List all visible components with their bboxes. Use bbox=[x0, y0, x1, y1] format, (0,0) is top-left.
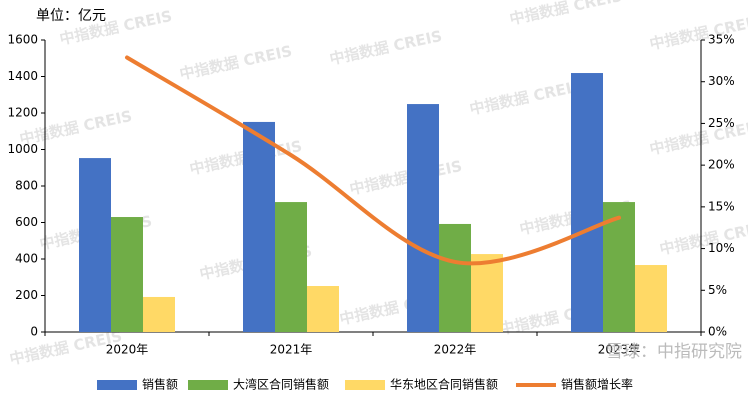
x-tick-label: 2022年 bbox=[434, 343, 477, 357]
legend-label: 大湾区合同销售额 bbox=[233, 377, 329, 392]
watermark: 中指数据 CREIS bbox=[508, 0, 624, 28]
y2-tick-label: 20% bbox=[708, 158, 735, 172]
legend-swatch bbox=[188, 380, 228, 390]
bar bbox=[635, 265, 667, 332]
watermark: 中指数据 CREIS bbox=[348, 157, 464, 198]
legend-swatch bbox=[97, 380, 137, 390]
bar bbox=[439, 223, 471, 332]
y-tick-label: 1600 bbox=[7, 33, 38, 47]
y2-tick-label: 5% bbox=[708, 283, 727, 297]
y2-tick-label: 25% bbox=[708, 116, 735, 130]
legend-label: 销售额增长率 bbox=[561, 377, 633, 392]
bar bbox=[79, 158, 111, 332]
line bbox=[125, 55, 621, 266]
y-tick-label: 200 bbox=[15, 288, 38, 302]
legend-swatch bbox=[345, 380, 385, 390]
x-tick-label: 2021年 bbox=[270, 343, 313, 357]
bar bbox=[275, 202, 307, 332]
y2-tick-label: 30% bbox=[708, 74, 735, 88]
y-tick-label: 1400 bbox=[7, 69, 38, 83]
watermark: 中指数据 CREIS bbox=[468, 77, 584, 118]
legend-label: 销售额 bbox=[142, 377, 178, 392]
bar bbox=[571, 73, 603, 332]
credit: 雪球：中指研究院 bbox=[606, 342, 742, 362]
y-tick-label: 1000 bbox=[7, 142, 38, 156]
y-tick-label: 1200 bbox=[7, 106, 38, 120]
bar bbox=[603, 202, 635, 332]
watermark: 中指数据 CREIS bbox=[328, 27, 444, 68]
subtitle: 单位：亿元 bbox=[36, 8, 106, 24]
bar bbox=[243, 121, 275, 332]
watermark: 中指数据 CREIS bbox=[178, 42, 294, 83]
bar bbox=[471, 254, 503, 332]
y-tick-label: 400 bbox=[15, 252, 38, 266]
bar bbox=[143, 296, 175, 332]
legend-label: 华东地区合同销售额 bbox=[390, 377, 498, 392]
y-tick-label: 600 bbox=[15, 215, 38, 229]
y2-tick-label: 10% bbox=[708, 241, 735, 255]
y2-tick-label: 35% bbox=[708, 33, 735, 47]
bar bbox=[407, 104, 439, 333]
bar bbox=[307, 286, 339, 332]
y-tick-label: 800 bbox=[15, 179, 38, 193]
x-tick-label: 2020年 bbox=[106, 343, 149, 357]
bar bbox=[111, 217, 143, 332]
x-tick-label: 2023年 bbox=[598, 343, 641, 357]
y-tick-label: 0 bbox=[30, 325, 38, 339]
y2-tick-label: 15% bbox=[708, 199, 735, 213]
y2-tick-label: 0% bbox=[708, 325, 727, 339]
